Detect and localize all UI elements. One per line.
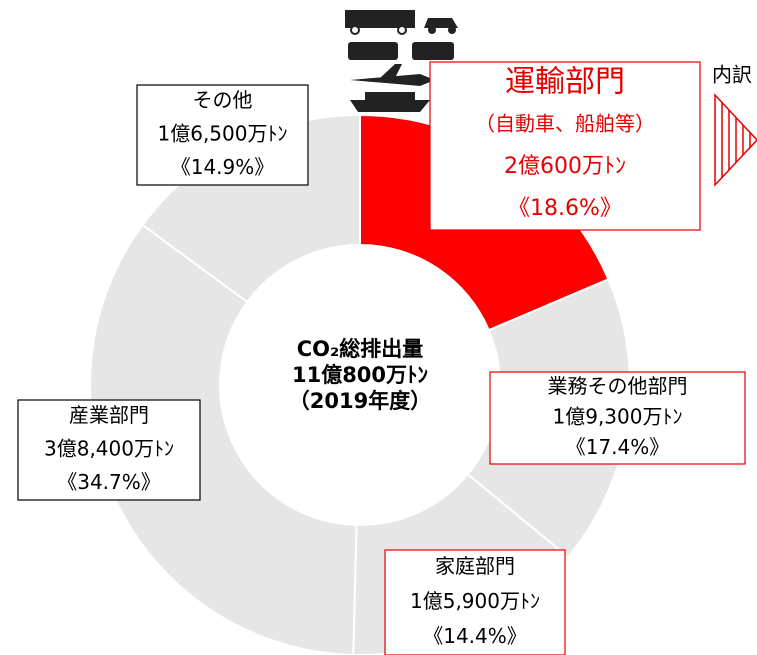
center-text: 11億800万ﾄﾝ (292, 363, 428, 387)
category-label: 運輸部門 (505, 65, 625, 100)
category-label: 業務その他部門 (548, 374, 688, 398)
category-label: 家庭部門 (435, 554, 515, 578)
car-icon (424, 18, 458, 28)
ship-icon (350, 92, 430, 112)
label-text: 1億6,500万ﾄﾝ (158, 122, 288, 146)
slice (89, 223, 358, 655)
center-text: CO₂総排出量 (297, 337, 423, 361)
vehicle-icons (345, 10, 459, 112)
label-text: 2億600万ﾄﾝ (504, 154, 626, 179)
label-text: 1億9,300万ﾄﾝ (553, 405, 683, 429)
value-label: 《14.9%》 (171, 155, 275, 179)
label-box (489, 371, 746, 465)
breakdown-label: 内訳 (712, 63, 752, 87)
breakdown-arrow (714, 93, 757, 187)
label-text: 3億8,400万ﾄﾝ (44, 437, 174, 461)
value-label: 《14.4%》 (423, 624, 527, 648)
label-text: （自動車、船舶等） (475, 112, 655, 136)
value-label: 《18.6%》 (508, 196, 622, 221)
bus-icon (348, 42, 398, 60)
train-icon (412, 42, 454, 60)
plane-icon (350, 64, 435, 86)
value-label: 《34.7%》 (57, 470, 161, 494)
label-box (384, 549, 566, 655)
label-text: 1億5,900万ﾄﾝ (410, 589, 540, 613)
truck-icon (345, 10, 415, 28)
label-box (429, 61, 701, 231)
label-box (17, 399, 201, 501)
category-label: その他 (193, 88, 253, 112)
label-box (136, 84, 309, 186)
value-label: 《17.4%》 (566, 435, 670, 459)
category-label: 産業部門 (69, 403, 149, 427)
center-text: （2019年度） (289, 389, 431, 413)
